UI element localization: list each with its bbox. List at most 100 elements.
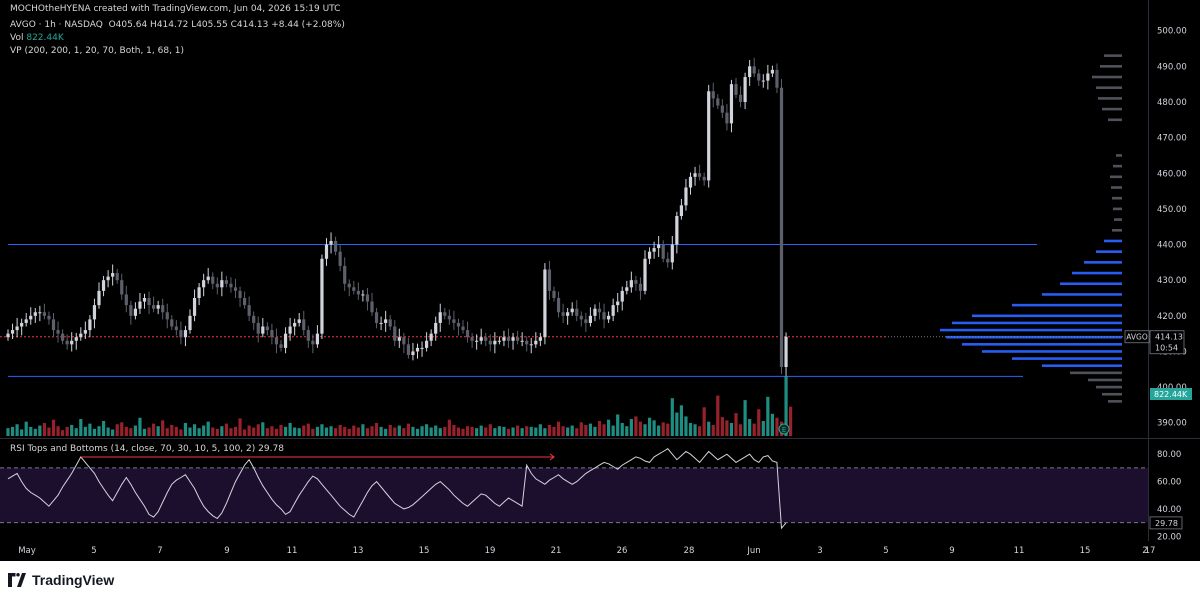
volume-bar: [47, 427, 51, 436]
price-tick-label: 490.00: [1157, 62, 1187, 72]
volume-bar: [197, 428, 201, 436]
vp-row: [1116, 154, 1122, 157]
volume-bar: [729, 422, 734, 436]
candle-body: [70, 340, 74, 345]
volume-bar: [65, 426, 69, 436]
volume-bar: [56, 426, 60, 436]
candle-body: [415, 347, 420, 352]
time-axis-label: 19: [485, 546, 496, 556]
vp-row: [1104, 54, 1122, 57]
candle-body: [65, 340, 69, 345]
volume-bar: [675, 412, 679, 436]
volume-bar: [338, 424, 342, 436]
candle-body: [238, 290, 242, 298]
volume-bar: [520, 428, 524, 436]
rsi-value-tag-box: [1149, 516, 1183, 530]
candle-body: [497, 340, 501, 342]
volume-bar: [579, 422, 583, 436]
volume-profile: [940, 54, 1122, 403]
volume-bar: [761, 421, 765, 436]
watermark-text: MOCHOtheHYENA created with TradingView.c…: [10, 4, 341, 14]
candle-body: [634, 280, 638, 284]
vp-legend[interactable]: VP (200, 200, 1, 20, 70, Both, 1, 68, 1): [10, 46, 185, 56]
countdown-tag: 10:54: [1155, 344, 1178, 353]
volume-bar: [429, 427, 433, 436]
volume-bar: [224, 423, 228, 436]
time-axis-label: May: [18, 546, 36, 556]
volume-bar: [42, 422, 46, 436]
volume-bar: [629, 419, 633, 436]
volume-tag: 822.44K: [1154, 390, 1188, 399]
tradingview-logo-icon: [8, 573, 26, 587]
candle-body: [743, 77, 747, 102]
volume-bar: [570, 425, 574, 436]
volume-bar: [311, 428, 315, 436]
candle-body: [443, 312, 447, 316]
vp-row: [1096, 86, 1122, 90]
volume-bar: [320, 424, 324, 436]
earnings-marker-icon[interactable]: [778, 423, 790, 435]
candle-body: [283, 333, 288, 348]
volume-legend[interactable]: Vol 822.44K: [10, 33, 64, 43]
candle-body: [334, 240, 338, 252]
candle-body: [516, 337, 520, 341]
candle-body: [720, 105, 724, 113]
volume-bar: [743, 400, 747, 436]
vp-row: [1102, 107, 1122, 111]
volume-bar: [15, 424, 19, 436]
candle-body: [393, 326, 397, 341]
volume-bar: [106, 427, 110, 436]
volume-bar: [789, 406, 793, 436]
volume-bar: [425, 424, 429, 436]
vp-row: [1104, 239, 1122, 243]
volume-bar: [552, 426, 556, 436]
candle-body: [274, 337, 279, 345]
candle-body: [115, 273, 119, 281]
candle-body: [611, 305, 615, 316]
candle-body: [643, 258, 647, 291]
volume-bar: [120, 422, 124, 436]
legend-symbol[interactable]: AVGO · 1h · NASDAQ: [10, 20, 103, 30]
volume-bar: [70, 424, 74, 436]
time-axis-label: 7: [157, 546, 162, 556]
candle-body: [670, 244, 674, 263]
volume-bar: [92, 428, 97, 436]
candle-body: [224, 280, 228, 284]
volume-bar: [720, 417, 724, 436]
candle-body: [356, 290, 360, 295]
candle-body: [506, 337, 511, 341]
candle-body: [520, 340, 524, 342]
volume-bar: [243, 429, 247, 436]
candle-body: [734, 84, 738, 95]
volume-bar: [247, 425, 251, 436]
time-axis-label: 9: [224, 546, 229, 556]
volume-bar: [534, 427, 538, 436]
candle-body: [675, 216, 679, 245]
candle-body: [679, 205, 683, 217]
vp-row: [982, 350, 1122, 353]
time-axis[interactable]: May 5 7 9 11 13 15 19 21 26 28 Jun 3 5 9 11 15 172: [18, 546, 1155, 556]
candle-body: [270, 330, 274, 338]
volume-bar: [493, 428, 497, 436]
vp-row: [1070, 371, 1122, 375]
volume-bar: [306, 423, 310, 436]
volume-bar: [757, 409, 761, 436]
time-axis-label: 17: [1145, 546, 1156, 556]
candle-body: [566, 312, 570, 316]
candle-body: [261, 326, 265, 334]
volume-bar: [252, 427, 256, 436]
volume-bar: [183, 422, 188, 436]
volume-bar: [265, 428, 269, 436]
rsi-legend[interactable]: RSI Tops and Bottoms (14, close, 70, 30,…: [10, 444, 284, 454]
volume-bar: [556, 421, 561, 436]
candle-body: [211, 276, 215, 284]
volume-bar: [315, 426, 319, 436]
vp-row: [962, 343, 1122, 346]
candle-body: [411, 351, 415, 356]
volume-bar: [638, 421, 643, 436]
horizontal-levels: [0, 244, 1148, 377]
candle-body: [456, 322, 461, 327]
volume-bar: [657, 425, 661, 436]
volume-bar: [74, 428, 78, 436]
